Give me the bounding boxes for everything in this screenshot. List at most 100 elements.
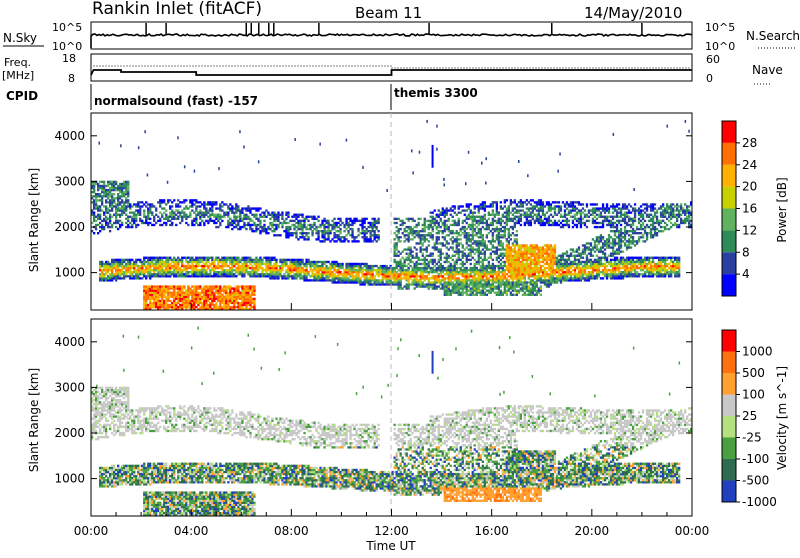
power-cell: [506, 255, 508, 257]
power-cell: [337, 236, 339, 238]
power-cell: [229, 224, 231, 226]
power-cell: [233, 263, 235, 265]
power-cell: [510, 292, 512, 294]
power-cell: [444, 236, 446, 238]
power-cell: [406, 259, 408, 261]
power-cell: [406, 287, 408, 289]
power-cell: [143, 294, 145, 296]
power-cell: [406, 218, 408, 220]
power-cell: [374, 238, 376, 240]
power-cell: [404, 230, 406, 232]
power-cell: [147, 269, 149, 271]
power-cell: [215, 306, 217, 308]
power-cell: [502, 275, 504, 277]
power-cell: [398, 251, 400, 253]
power-cell: [299, 220, 301, 222]
power-cell: [482, 259, 484, 261]
power-cell: [125, 183, 127, 185]
power-cell: [482, 220, 484, 222]
power-cell: [269, 271, 271, 273]
power-cell: [408, 281, 410, 283]
power-cell: [119, 207, 121, 209]
power-cell: [275, 226, 277, 228]
power-cell: [187, 257, 189, 259]
power-cell: [109, 205, 111, 207]
power-cell: [422, 259, 424, 261]
power-cell: [321, 275, 323, 277]
power-cell: [155, 290, 157, 292]
power-cell: [295, 216, 297, 218]
power-cell: [107, 209, 109, 211]
power-cell: [450, 273, 452, 275]
power-cell: [456, 271, 458, 273]
power-cell: [388, 283, 390, 285]
power-cell: [486, 248, 488, 250]
power-cell: [205, 263, 207, 265]
power-cell: [305, 271, 307, 273]
power-cell: [370, 226, 372, 228]
power-cell: [488, 232, 490, 234]
power-cell: [265, 261, 267, 263]
power-cell: [446, 228, 448, 230]
power-cell: [333, 224, 335, 226]
power-cell: [404, 222, 406, 224]
power-cell: [209, 271, 211, 273]
power-cell: [109, 209, 111, 211]
power-cell: [245, 294, 247, 296]
power-cell: [484, 275, 486, 277]
power-cell: [245, 209, 247, 211]
power-cell: [109, 195, 111, 197]
power-cell: [534, 205, 536, 207]
power-cell: [215, 201, 217, 203]
power-cell: [504, 228, 506, 230]
power-cell: [203, 203, 205, 205]
power-cell: [512, 261, 514, 263]
power-cell: [374, 277, 376, 279]
power-cell: [285, 236, 287, 238]
power-cell: [341, 265, 343, 267]
power-cell: [538, 257, 540, 259]
power-cell: [211, 263, 213, 265]
power-cell: [207, 296, 209, 298]
power-cell: [239, 226, 241, 228]
power-cell: [243, 298, 245, 300]
power-cell: [307, 261, 309, 263]
power-cell: [135, 220, 137, 222]
power-cell: [229, 271, 231, 273]
power-cell: [133, 265, 135, 267]
power-cell: [129, 205, 131, 207]
power-cell: [119, 277, 121, 279]
power-cell: [159, 259, 161, 261]
power-cell: [488, 214, 490, 216]
power-cell: [227, 306, 229, 308]
power-cell: [466, 246, 468, 248]
power-cell: [438, 224, 440, 226]
power-cell: [157, 257, 159, 259]
power-cell: [193, 285, 195, 287]
power-cell: [161, 298, 163, 300]
power-cell: [496, 287, 498, 289]
power-cell: [478, 261, 480, 263]
power-cell: [514, 267, 516, 269]
power-cell: [271, 271, 273, 273]
power-cell: [512, 273, 514, 275]
power-cell: [420, 259, 422, 261]
power-cell: [289, 228, 291, 230]
power-cell: [107, 271, 109, 273]
power-cell: [339, 281, 341, 283]
power-cell: [402, 232, 404, 234]
power-cell: [514, 246, 516, 248]
power-cell: [163, 300, 165, 302]
power-cell: [275, 220, 277, 222]
power-cell: [169, 205, 171, 207]
power-cell: [217, 298, 219, 300]
power-cell: [408, 277, 410, 279]
power-cell: [498, 248, 500, 250]
power-cell: [177, 203, 179, 205]
power-cell: [458, 234, 460, 236]
power-cell: [370, 281, 372, 283]
power-cell: [247, 259, 249, 261]
power-cell: [482, 242, 484, 244]
power-cell: [305, 216, 307, 218]
power-cell: [239, 265, 241, 267]
